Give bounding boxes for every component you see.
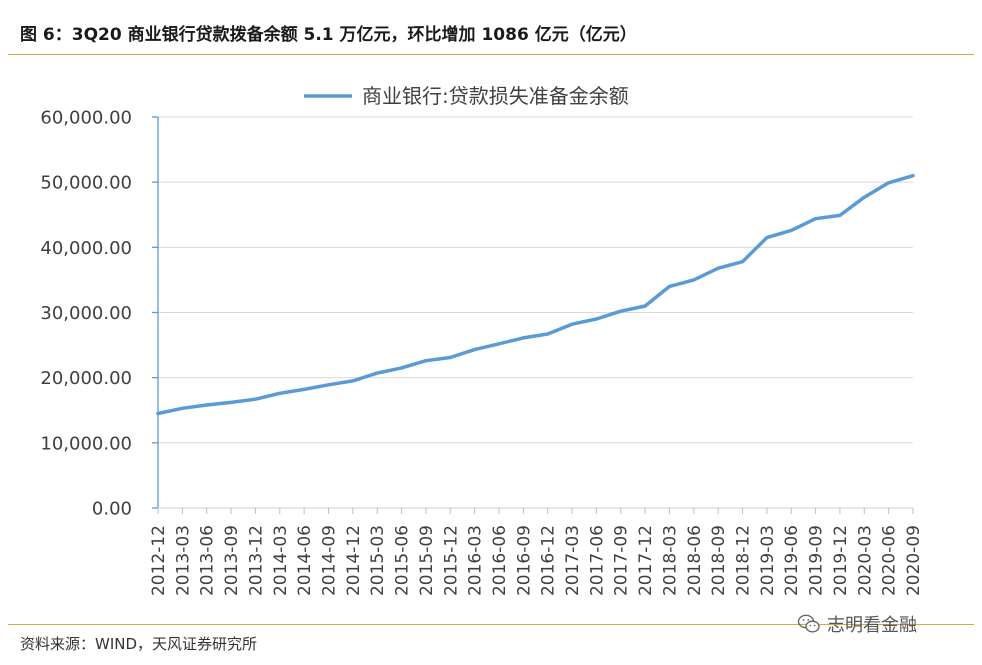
x-tick-label: 2017-09 — [612, 525, 632, 596]
figure-title: 图 6：3Q20 商业银行贷款拨备余额 5.1 万亿元，环比增加 1086 亿元… — [20, 25, 637, 45]
wechat-icon — [797, 614, 820, 633]
data-point — [302, 387, 306, 391]
legend-label: 商业银行:贷款损失准备金余额 — [362, 84, 629, 108]
y-tick-label: 60,000.00 — [40, 108, 132, 129]
data-point — [692, 278, 696, 282]
x-tick-label: 2016-06 — [490, 525, 510, 596]
data-point — [765, 235, 769, 240]
x-tick-label: 2017-03 — [563, 525, 583, 596]
data-point — [521, 336, 525, 340]
x-tick-label: 2013-06 — [198, 525, 218, 596]
y-tick-label: 40,000.00 — [40, 238, 132, 259]
data-point — [667, 284, 672, 289]
footer-divider — [8, 624, 974, 625]
data-point — [643, 304, 647, 308]
y-axis: 0.00 10,000.00 20,000.00 30,000.00 40,000.00… — [40, 108, 159, 520]
data-point — [399, 366, 404, 370]
x-tick-label: 2020-06 — [880, 525, 900, 596]
data-point — [862, 195, 866, 199]
x-tick-label: 2014-06 — [295, 525, 315, 596]
x-tick-label: 2019-09 — [807, 525, 827, 596]
line-chart: 0.00 10,000.00 20,000.00 30,000.00 40,000.00… — [40, 84, 924, 596]
x-tick-label: 2017-06 — [587, 525, 607, 596]
gridlines — [158, 116, 913, 444]
data-point — [887, 181, 891, 185]
x-tick-label: 2015-09 — [417, 525, 437, 596]
x-tick-label: 2018-12 — [734, 525, 754, 596]
x-tick-label: 2020-03 — [855, 525, 875, 596]
data-point — [497, 342, 501, 346]
watermark-text: 志明看金融 — [827, 615, 917, 636]
x-tick-label: 2018-03 — [660, 525, 680, 596]
data-point — [594, 317, 598, 321]
data-point — [229, 400, 233, 405]
data-point — [205, 403, 209, 407]
data-point — [546, 332, 550, 336]
x-tick-label: 2014-09 — [319, 525, 339, 596]
data-point — [838, 213, 842, 218]
x-tick-label: 2013-12 — [246, 525, 266, 596]
x-tick-label: 2018-09 — [709, 525, 729, 596]
title-divider — [8, 54, 974, 55]
x-tick-label: 2015-03 — [368, 525, 388, 596]
data-point — [375, 371, 379, 375]
legend: 商业银行:贷款损失准备金余额 — [304, 84, 629, 108]
x-tick-label: 2016-12 — [539, 525, 559, 596]
x-tick-label: 2016-03 — [466, 525, 486, 596]
y-tick-label: 10,000.00 — [40, 433, 132, 454]
y-tick-label: 0.00 — [92, 499, 132, 520]
series-line — [156, 173, 915, 416]
data-point — [813, 217, 818, 221]
data-point — [619, 309, 623, 313]
data-point — [424, 359, 428, 363]
data-point — [448, 355, 452, 360]
x-tick-label: 2019-03 — [758, 525, 778, 596]
data-point — [789, 228, 793, 232]
y-tick-label: 20,000.00 — [40, 368, 132, 389]
data-point — [740, 260, 745, 264]
x-tick-label: 2013-09 — [222, 525, 242, 596]
watermark: 志明看金融 — [797, 610, 917, 638]
x-tick-label: 2019-06 — [782, 525, 802, 596]
data-point — [278, 391, 282, 395]
x-tick-label: 2017-12 — [636, 525, 656, 596]
data-point — [473, 348, 477, 352]
x-tick-label: 2015-06 — [393, 525, 413, 596]
data-point — [180, 406, 184, 410]
data-point — [911, 174, 915, 178]
y-tick-label: 30,000.00 — [40, 303, 132, 324]
series-group — [156, 173, 915, 416]
y-tick-label: 50,000.00 — [40, 173, 132, 194]
data-point — [156, 411, 160, 416]
data-point — [351, 379, 355, 383]
data-point — [716, 266, 720, 270]
x-tick-label: 2018-06 — [685, 525, 705, 596]
x-axis: 2012-12 2013-03 2013-06 2013-09 2013-12 2014-… — [149, 507, 924, 596]
data-point — [570, 322, 574, 326]
x-tick-label: 2016-09 — [514, 525, 534, 596]
source-note: 资料来源：WIND，天风证券研究所 — [20, 635, 258, 653]
data-point — [253, 397, 258, 401]
data-point — [326, 383, 331, 387]
x-tick-label: 2012-12 — [149, 525, 169, 596]
x-tick-label: 2015-12 — [441, 525, 461, 596]
x-tick-label: 2019-12 — [831, 525, 851, 596]
x-tick-label: 2020-09 — [904, 525, 924, 596]
x-tick-label: 2013-03 — [173, 525, 193, 596]
x-tick-label: 2014-12 — [344, 525, 364, 596]
x-tick-label: 2014-03 — [271, 525, 291, 596]
